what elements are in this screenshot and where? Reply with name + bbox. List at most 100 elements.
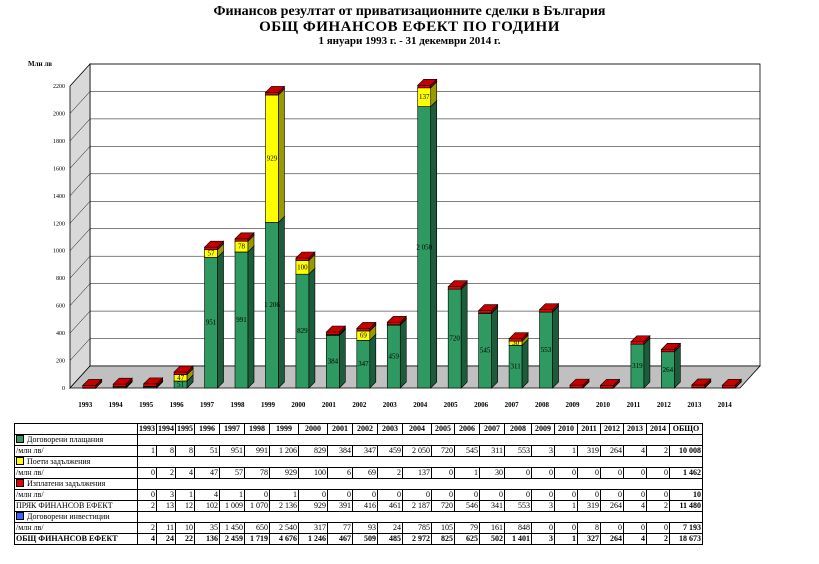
x-tick-label: 1998 bbox=[231, 401, 246, 409]
table-row: /млн лв/0 2 4 47 57 78 929 100 6 69 2 137 0 1 30 0 0 0 0 0 0… bbox=[14, 467, 703, 479]
gridline bbox=[69, 146, 760, 169]
table-cell: 991 bbox=[244, 445, 270, 457]
y-tick-label: 2000 bbox=[53, 111, 65, 117]
table-cell: 0 bbox=[431, 489, 455, 501]
bar-side-2008-0 bbox=[552, 305, 559, 389]
table-cell: 317 bbox=[298, 522, 328, 534]
table-cell: 0 bbox=[554, 522, 578, 534]
bar-2006-2 bbox=[478, 310, 492, 314]
table-cell: 18 673 bbox=[669, 533, 703, 545]
table-cell: 785 bbox=[402, 522, 432, 534]
bar-top-2000-2 bbox=[295, 251, 316, 259]
gridline bbox=[69, 255, 760, 279]
bar-2009-2 bbox=[569, 384, 584, 388]
table-cell: 2 bbox=[646, 533, 670, 545]
table-cell: 8 bbox=[577, 522, 601, 534]
table-cell: 391 bbox=[327, 500, 353, 512]
bar-1994-2 bbox=[112, 383, 127, 387]
table-cell: 0 bbox=[377, 489, 403, 501]
table-cell: 2 136 bbox=[269, 500, 299, 512]
table-row: Поети задължения bbox=[14, 456, 703, 468]
data-label-2000-0: 829 bbox=[297, 327, 308, 335]
bar-top-1999-2 bbox=[264, 86, 286, 93]
bar-top-1997-2 bbox=[203, 240, 225, 248]
y-tick-label: 1800 bbox=[53, 139, 65, 145]
table-cell: 1 bbox=[554, 533, 578, 545]
gridline bbox=[69, 228, 760, 251]
table-cell: 485 bbox=[377, 533, 403, 545]
bar-side-2007-0 bbox=[521, 338, 529, 389]
table-cell: 2 972 bbox=[402, 533, 432, 545]
table-cell: 4 bbox=[623, 500, 647, 512]
bar-top-2012-2 bbox=[660, 342, 682, 350]
table-cell: 11 480 bbox=[669, 500, 703, 512]
y-tick-label: 1000 bbox=[53, 249, 65, 255]
table-cell: 0 bbox=[137, 467, 157, 479]
table-cell: 416 bbox=[352, 500, 378, 512]
y-tick-label: 1600 bbox=[53, 166, 65, 172]
table-header-row: 1993 1994 1995 1996 1997 1998 1999 2000 2001 2002… bbox=[14, 423, 703, 435]
gridline bbox=[69, 310, 760, 334]
x-tick-label: 1993 bbox=[78, 401, 93, 409]
table-cell: 0 bbox=[479, 489, 505, 501]
x-tick-label: 2009 bbox=[566, 401, 581, 409]
bar-top-1996-2 bbox=[173, 365, 194, 373]
bar-chart: 0 200 400 600 800 1000 1200 1400 1600 1800 2000 220… bbox=[28, 60, 761, 409]
table-header-cell: 2008 bbox=[504, 423, 532, 435]
table-cell: 11 bbox=[156, 522, 176, 534]
bar-top-1995-2 bbox=[142, 377, 164, 385]
data-table: 1993 1994 1995 1996 1997 1998 1999 2000 2001 2002… bbox=[14, 423, 703, 545]
data-label-2000-1: 100 bbox=[297, 263, 308, 271]
bar-2007-2 bbox=[508, 338, 523, 342]
table-cell: 0 bbox=[504, 489, 532, 501]
table-cell: 0 bbox=[298, 489, 328, 501]
table-cell: 3 bbox=[531, 533, 555, 545]
bar-side-2005-0 bbox=[460, 282, 468, 389]
table-cell: 13 bbox=[156, 500, 176, 512]
bar-top-2005-2 bbox=[447, 280, 468, 287]
table-cell bbox=[137, 434, 703, 446]
data-label-2008-0: 553 bbox=[541, 346, 552, 354]
bar-1997-2 bbox=[204, 246, 218, 250]
table-cell: 929 bbox=[298, 500, 328, 512]
table-cell: 0 bbox=[431, 467, 455, 479]
bar-top-1994-2 bbox=[112, 377, 133, 385]
table-cell: 105 bbox=[431, 522, 455, 534]
y-tick-label: 2200 bbox=[53, 84, 65, 90]
y-tick-label: 400 bbox=[56, 331, 65, 337]
bar-side-2001-0 bbox=[339, 328, 346, 389]
table-cell: 0 bbox=[646, 467, 670, 479]
table-cell: 3 bbox=[531, 500, 555, 512]
legend-swatch bbox=[16, 435, 24, 443]
table-header-cell: 2010 bbox=[554, 423, 578, 435]
y-tick-label: 1400 bbox=[53, 194, 65, 200]
table-corner bbox=[14, 423, 138, 435]
table-cell: 0 bbox=[600, 489, 624, 501]
bar-top-2008-2 bbox=[538, 303, 560, 310]
table-header-cell: 2000 bbox=[298, 423, 328, 435]
table-cell: 4 bbox=[623, 445, 647, 457]
table-header-cell: 2011 bbox=[577, 423, 601, 435]
table-row: Договорени инвестиции bbox=[14, 511, 703, 523]
table-cell: 825 bbox=[431, 533, 455, 545]
table-header-cell: 2001 bbox=[327, 423, 353, 435]
data-label-1996-0: 51 bbox=[177, 380, 185, 388]
table-cell: 35 bbox=[194, 522, 220, 534]
table-cell: 22 bbox=[175, 533, 195, 545]
table-cell: 545 bbox=[454, 445, 480, 457]
x-tick-label: 1999 bbox=[261, 401, 276, 409]
y-tick-label: 600 bbox=[56, 304, 65, 310]
table-cell: 650 bbox=[244, 522, 270, 534]
table-cell: 0 bbox=[646, 489, 670, 501]
plot-side-wall bbox=[69, 62, 91, 390]
bar-top-2013-2 bbox=[691, 378, 712, 386]
bar-side-1999-1 bbox=[278, 88, 285, 224]
data-label-2004-1: 137 bbox=[419, 93, 430, 101]
y-axis-label: Млн лв bbox=[28, 60, 52, 68]
x-tick-label: 1995 bbox=[139, 401, 154, 409]
bar-2004-2 bbox=[417, 85, 432, 89]
table-cell: 319 bbox=[577, 500, 601, 512]
bar-top-2006-2 bbox=[477, 304, 499, 311]
data-label-2011-0: 319 bbox=[632, 362, 643, 370]
bar-top-2002-2 bbox=[356, 322, 377, 329]
